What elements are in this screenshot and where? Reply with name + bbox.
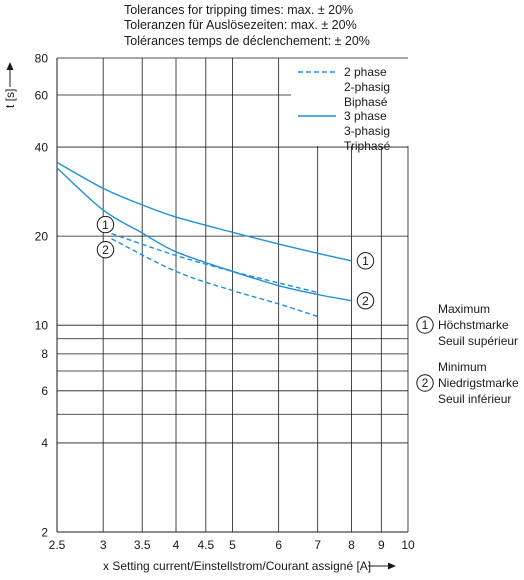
series-lines xyxy=(56,161,352,318)
annotation-marker-2: 2 xyxy=(416,374,434,392)
annotation-text: Seuil inférieur xyxy=(438,392,511,406)
x-tick-label: 3.5 xyxy=(134,538,151,552)
chart-title: Tolerances for tripping times: max. ± 20… xyxy=(124,3,370,48)
2-phase-marker-1-circle xyxy=(96,215,115,234)
legend-entry-text: 2 phase xyxy=(344,65,387,79)
2-phase-curve-2 xyxy=(111,238,318,318)
x-tick-label: 10 xyxy=(401,538,415,552)
3-phase-curve-1 xyxy=(56,161,352,262)
x-axis-arrowhead xyxy=(388,562,396,570)
x-tick-label: 4 xyxy=(173,538,180,552)
annotation-text: Seuil supérieur xyxy=(438,334,518,348)
annotation-marker-1-circle xyxy=(416,316,434,334)
3-phase-marker-1-circle xyxy=(356,252,375,270)
3-phase-marker-1-number: 1 xyxy=(362,254,369,268)
3-phase-marker-1: 1 xyxy=(356,252,375,270)
annotation-marker-2-number: 2 xyxy=(422,376,429,390)
y-tick-label: 60 xyxy=(35,88,49,102)
x-axis-label: x Setting current/Einstellstrom/Courant … xyxy=(103,559,371,573)
2-phase-marker-2: 2 xyxy=(96,241,115,259)
title-line-1: Tolerances for tripping times: max. ± 20… xyxy=(124,3,353,17)
legend-entry-text: Biphasé xyxy=(344,95,388,109)
x-tick-label: 4.5 xyxy=(197,538,214,552)
3-phase-marker-2: 2 xyxy=(356,292,375,310)
legend-entry-text: 2-phasig xyxy=(344,80,390,94)
annotation-text: Höchstmarke xyxy=(438,318,509,332)
y-tick-label: 80 xyxy=(35,51,49,65)
y-tick-label: 8 xyxy=(41,347,48,361)
annotation-text: Minimum xyxy=(438,360,487,374)
title-line-2: Toleranzen für Auslösezeiten: max. ± 20% xyxy=(124,18,357,32)
plot-grid xyxy=(56,57,409,533)
y-tick-label: 6 xyxy=(41,384,48,398)
y-tick-label: 4 xyxy=(41,436,48,450)
y-tick-label: 10 xyxy=(35,318,49,332)
annotation-marker-2-circle xyxy=(416,374,434,392)
annotation-text: Niedrigstmarke xyxy=(438,376,519,390)
tick-labels: 2 4 6 8 10 20 40 60 80 2.5 3 3.5 4 4.5 5 6 7 8 9 10 xyxy=(35,51,415,552)
3-phase-marker-2-circle xyxy=(356,292,375,310)
x-tick-label: 7 xyxy=(314,538,321,552)
2-phase-marker-2-number: 2 xyxy=(102,243,109,257)
legend-entry-text: 3-phasig xyxy=(344,124,390,138)
2-phase-marker-1-number: 1 xyxy=(102,218,109,232)
y-tick-label: 2 xyxy=(41,525,48,539)
x-tick-label: 8 xyxy=(348,538,355,552)
x-tick-label: 3 xyxy=(100,538,107,552)
y-axis-label: t [s] xyxy=(3,89,17,108)
x-tick-label: 6 xyxy=(275,538,282,552)
axis-labels: t [s] x Setting current/Einstellstrom/Co… xyxy=(3,62,396,573)
3-phase-marker-2-number: 2 xyxy=(362,294,369,308)
y-tick-label: 20 xyxy=(35,229,49,243)
3-phase-curve-2 xyxy=(56,167,352,302)
annotation-text: Maximum xyxy=(438,302,490,316)
y-axis-arrowhead xyxy=(6,62,14,70)
x-tick-label: 2.5 xyxy=(49,538,66,552)
y-tick-label: 40 xyxy=(35,140,49,154)
legend-entry-text: 3 phase xyxy=(344,109,387,123)
annotation-marker-1: 1 xyxy=(416,316,434,334)
2-phase-marker-1: 1 xyxy=(96,215,115,234)
curve-markers: 1 2 1 2 xyxy=(96,215,375,310)
title-line-3: Tolérances temps de déclenchement: ± 20% xyxy=(124,34,370,48)
annotation-marker-1-number: 1 xyxy=(422,318,429,332)
2-phase-curve-1 xyxy=(111,232,318,294)
marker-explanations: Maximum Höchstmarke Seuil supérieur 1 Minimu… xyxy=(416,302,519,406)
legend-entry-text: Triphasé xyxy=(344,139,391,153)
x-tick-label: 9 xyxy=(378,538,385,552)
x-tick-label: 5 xyxy=(229,538,236,552)
2-phase-marker-2-circle xyxy=(96,241,115,259)
